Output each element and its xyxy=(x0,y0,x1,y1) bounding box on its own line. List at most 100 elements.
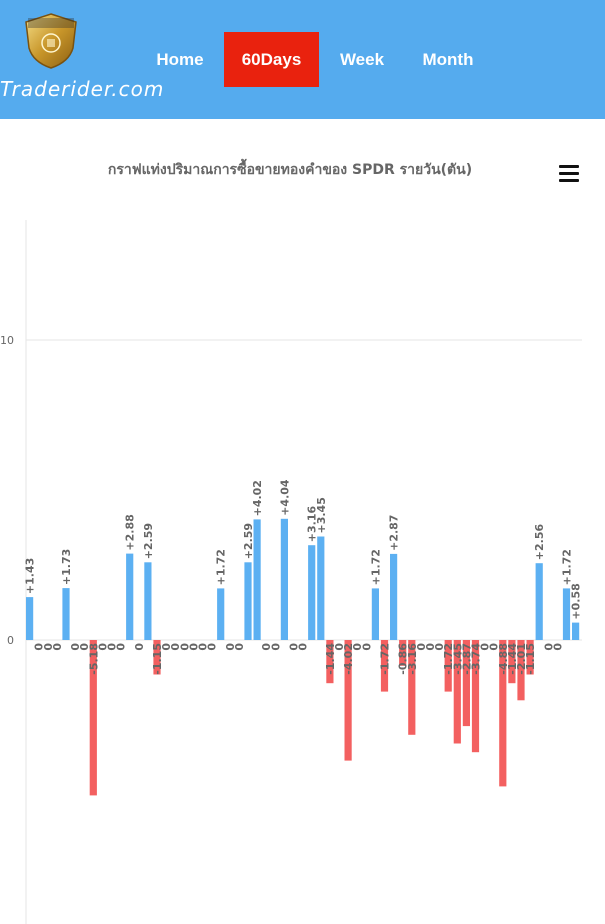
bar[interactable] xyxy=(572,622,580,640)
data-label: -1.15 xyxy=(151,643,164,675)
data-label: -2.87 xyxy=(460,643,473,675)
data-label: 0 xyxy=(351,643,364,651)
data-label: +4.02 xyxy=(251,480,264,516)
data-label: 0 xyxy=(542,643,555,651)
data-label: -4.02 xyxy=(342,643,355,675)
data-label: +1.73 xyxy=(60,549,73,585)
data-label: 0 xyxy=(360,643,373,651)
data-label: -5.18 xyxy=(87,643,100,675)
data-label: 0 xyxy=(78,643,91,651)
data-label: -0.86 xyxy=(397,643,410,675)
data-label: +1.72 xyxy=(561,549,574,585)
nav-home[interactable]: Home xyxy=(156,49,204,69)
data-label: -1.15 xyxy=(524,643,537,675)
data-label: 0 xyxy=(133,643,146,651)
data-label: 0 xyxy=(160,643,173,651)
bar[interactable] xyxy=(144,562,152,640)
bar[interactable] xyxy=(526,640,534,675)
bar[interactable] xyxy=(535,563,543,640)
data-label: -4.88 xyxy=(497,643,510,675)
bar[interactable] xyxy=(244,562,252,640)
data-label: 0 xyxy=(224,643,237,651)
data-label: +2.59 xyxy=(142,523,155,559)
data-label: 0 xyxy=(42,643,55,651)
bar[interactable] xyxy=(126,553,134,640)
data-label: +0.58 xyxy=(570,583,583,619)
data-label: +1.72 xyxy=(369,549,382,585)
data-label: -1.72 xyxy=(379,643,392,675)
bar[interactable] xyxy=(308,545,316,640)
y-tick-label: 0 xyxy=(7,634,14,647)
data-label: 0 xyxy=(233,643,246,651)
chart-menu-icon[interactable] xyxy=(559,165,579,183)
bar[interactable] xyxy=(444,640,452,692)
bar[interactable] xyxy=(62,588,70,640)
data-label: -1.72 xyxy=(442,643,455,675)
bar[interactable] xyxy=(253,519,261,640)
brand-name[interactable]: Traderider.com xyxy=(0,77,165,101)
data-label: 0 xyxy=(178,643,191,651)
bar[interactable] xyxy=(280,518,288,640)
data-label: 0 xyxy=(115,643,128,651)
data-label: +1.72 xyxy=(215,549,228,585)
nav-60days[interactable]: 60Days xyxy=(224,32,319,87)
data-label: +3.45 xyxy=(315,497,328,533)
data-label: +3.16 xyxy=(306,505,319,542)
data-label: +2.87 xyxy=(388,515,401,551)
data-label: 0 xyxy=(169,643,182,651)
bar[interactable] xyxy=(499,640,507,787)
data-label: 0 xyxy=(433,643,446,651)
data-label: +1.43 xyxy=(24,558,37,594)
data-label: 0 xyxy=(551,643,564,651)
bar[interactable] xyxy=(26,597,34,640)
nav-month[interactable]: Month xyxy=(422,49,474,69)
site-logo[interactable] xyxy=(22,12,80,70)
bar[interactable] xyxy=(471,640,480,753)
data-label: +2.88 xyxy=(124,514,137,550)
bar[interactable] xyxy=(217,588,225,640)
bar[interactable] xyxy=(89,640,97,796)
data-label: 0 xyxy=(106,643,119,651)
bar[interactable] xyxy=(517,640,525,701)
data-label: 0 xyxy=(96,643,109,651)
data-label: 0 xyxy=(69,643,82,651)
data-label: 0 xyxy=(269,643,282,651)
y-tick-label: 10 xyxy=(0,334,14,347)
data-label: 0 xyxy=(260,643,273,651)
bar[interactable] xyxy=(453,640,461,744)
bar[interactable] xyxy=(380,640,389,692)
site-header: Traderider.com Home 60Days Week Month xyxy=(0,0,605,119)
data-label: -3.16 xyxy=(406,643,419,675)
data-label: -3.74 xyxy=(470,643,483,675)
bar[interactable] xyxy=(508,640,516,684)
data-label: +4.04 xyxy=(278,479,291,516)
data-label: 0 xyxy=(488,643,501,651)
data-label: 0 xyxy=(288,643,301,651)
data-label: 0 xyxy=(333,643,346,651)
bar-chart: 010 +1.43000+1.7300-5.18000+2.880+2.59-1… xyxy=(0,220,583,924)
data-label: 0 xyxy=(424,643,437,651)
bar[interactable] xyxy=(371,588,379,640)
data-label: -1.44 xyxy=(506,643,519,675)
nav-week[interactable]: Week xyxy=(339,49,385,69)
bar[interactable] xyxy=(326,640,334,684)
data-label: 0 xyxy=(206,643,219,651)
data-label: 0 xyxy=(51,643,64,651)
data-label: -1.44 xyxy=(324,643,337,675)
bar[interactable] xyxy=(390,553,398,640)
bar[interactable] xyxy=(399,640,407,666)
data-label: +2.56 xyxy=(533,523,546,560)
bar[interactable] xyxy=(462,640,470,727)
data-label: 0 xyxy=(479,643,492,651)
bar[interactable] xyxy=(408,640,416,735)
data-label: +2.59 xyxy=(242,523,255,559)
data-label: 0 xyxy=(187,643,200,651)
bar[interactable] xyxy=(317,536,325,641)
bar[interactable] xyxy=(562,588,571,640)
bar[interactable] xyxy=(344,640,352,761)
data-label: 0 xyxy=(297,643,310,651)
bar[interactable] xyxy=(153,640,161,675)
data-label: -3.45 xyxy=(451,643,464,675)
chart-title: กราฟแท่งปริมาณการซื้อขายทองคำของ SPDR รา… xyxy=(107,162,473,178)
data-label: 0 xyxy=(415,643,428,651)
